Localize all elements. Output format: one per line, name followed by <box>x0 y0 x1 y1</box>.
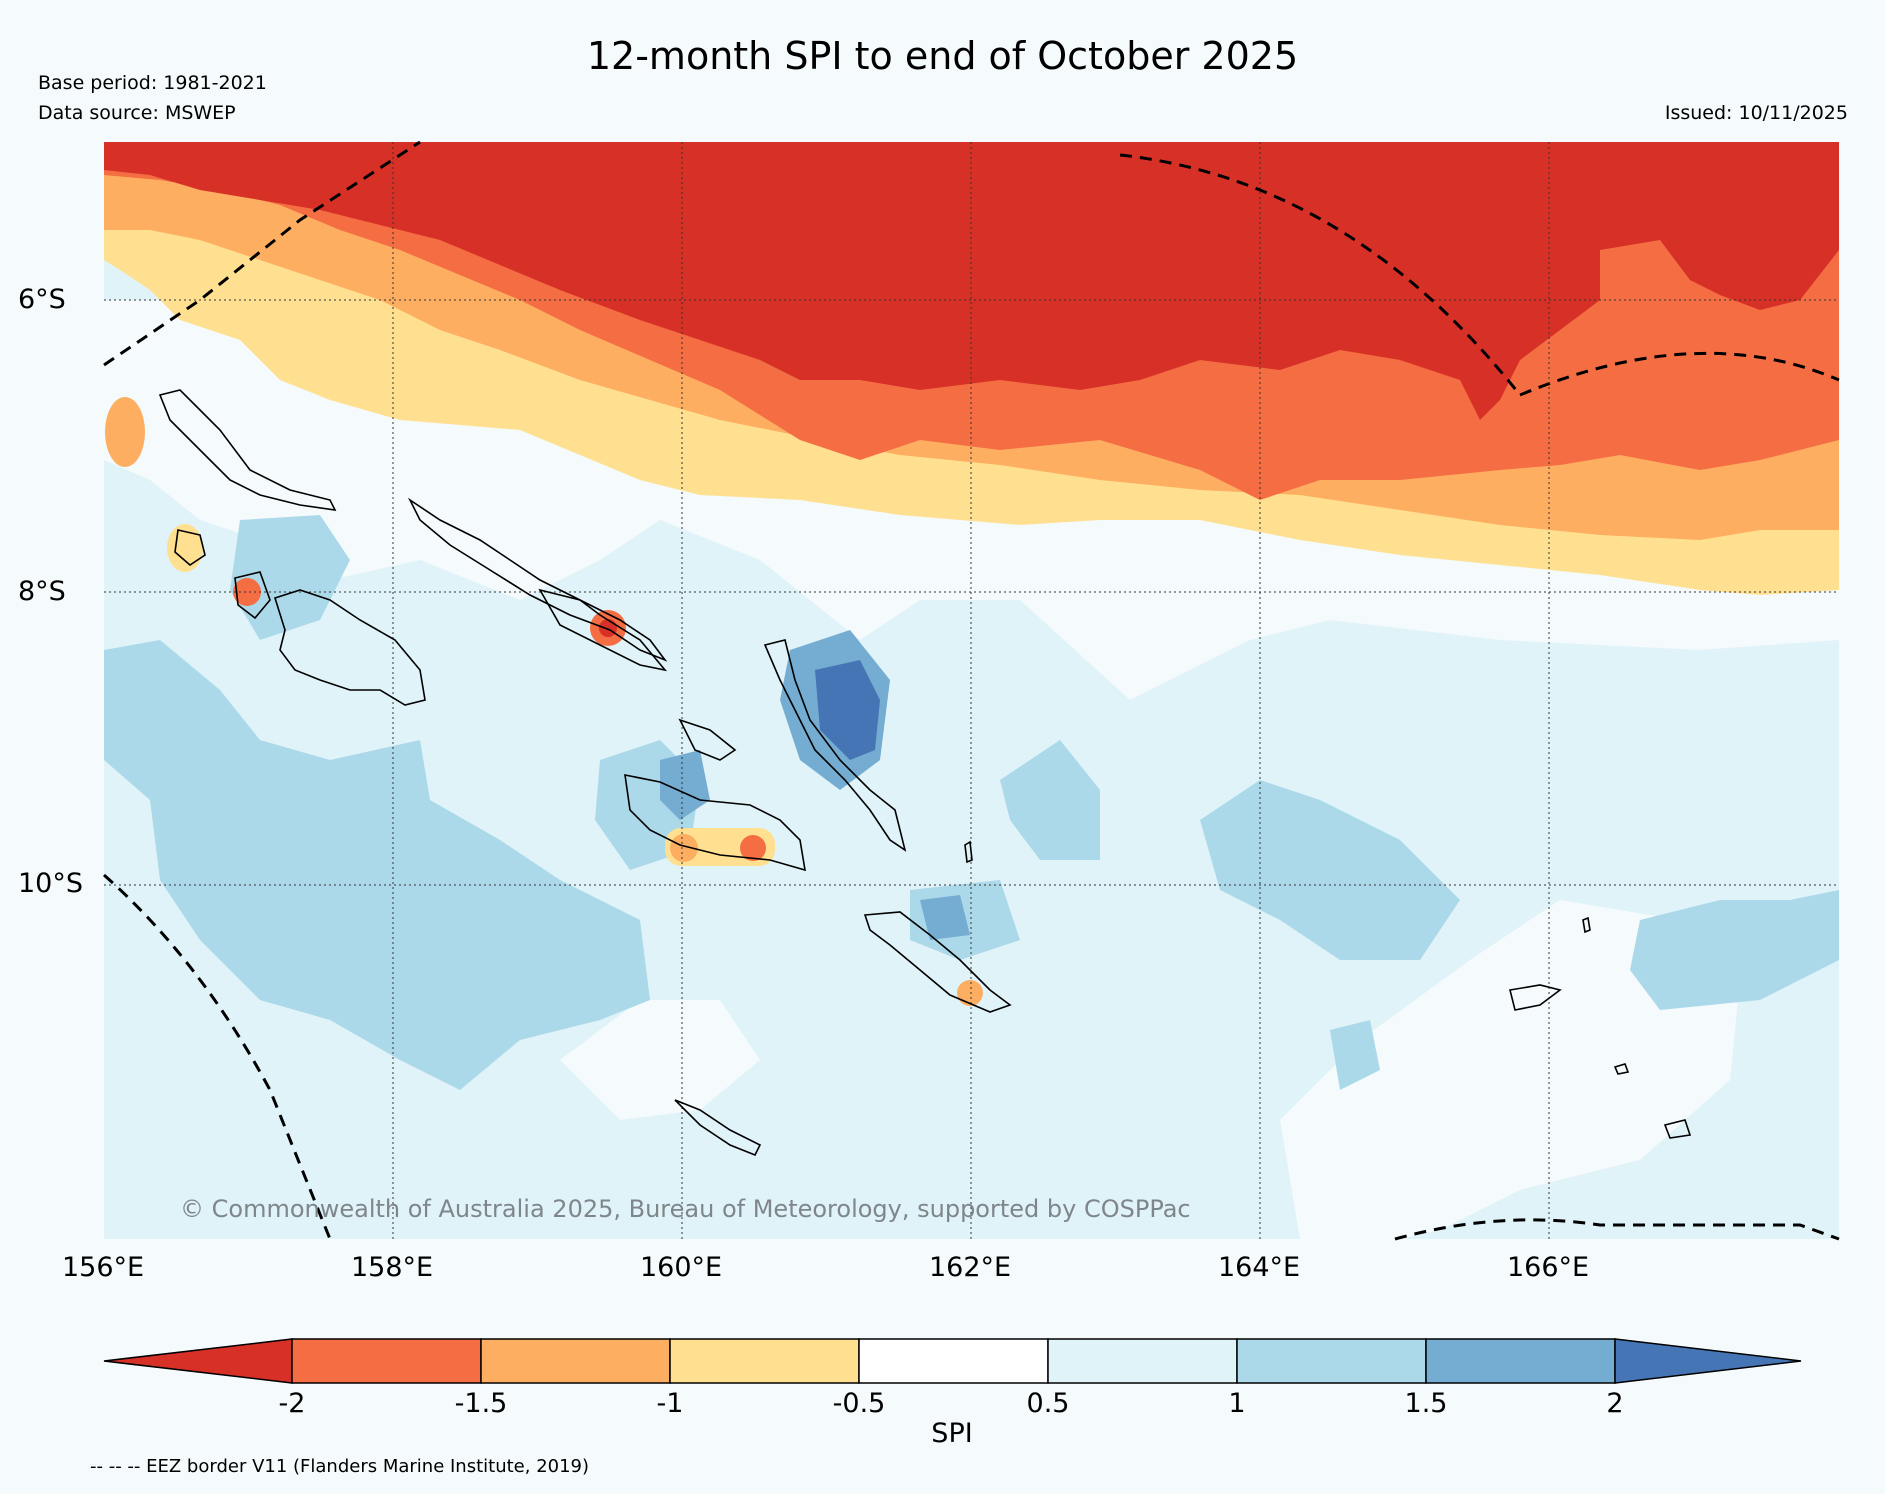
colorbar-tick: -1.5 <box>454 1388 508 1419</box>
eez-borders <box>103 140 1840 1241</box>
copyright-text: © Commonwealth of Australia 2025, Bureau… <box>180 1195 1191 1223</box>
island-guadalcanal <box>624 773 806 872</box>
island-vanikoro <box>1663 1119 1692 1139</box>
spi-wet-region <box>230 515 350 640</box>
data-source: Data source: MSWEP <box>38 102 236 124</box>
island-makira <box>863 911 1012 1013</box>
colorbar-segment <box>1236 1338 1427 1384</box>
spi-wet-region <box>1000 740 1100 860</box>
island-rennell <box>674 1099 762 1157</box>
graticule <box>104 142 1839 1239</box>
spi-wet-region <box>1330 1020 1380 1090</box>
island-santa-cruz <box>1509 984 1562 1011</box>
dry-spot <box>105 397 145 467</box>
dry-spot <box>167 524 203 572</box>
spi-wet-region <box>1200 780 1460 960</box>
island-florida <box>678 718 737 761</box>
base-period: Base period: 1981-2021 <box>38 72 267 94</box>
island-malaita <box>763 639 907 852</box>
island-choiseul <box>407 497 668 662</box>
lat-label-6s: 6°S <box>18 284 66 315</box>
colorbar-arrow-low <box>103 1338 293 1384</box>
spi-near-normal-region <box>1280 900 1740 1239</box>
lon-label-156e: 156°E <box>62 1252 145 1283</box>
colorbar-tick: -0.5 <box>832 1388 886 1419</box>
island-new-georgia <box>273 589 426 706</box>
spi-very-wet-region <box>920 895 970 940</box>
colorbar-tick: -1 <box>656 1388 684 1419</box>
issued-date: Issued: 10/11/2025 <box>1664 102 1848 124</box>
island-small <box>964 840 973 864</box>
dry-spot <box>599 619 617 637</box>
colorbar-label: SPI <box>931 1418 973 1449</box>
spi-extremely-wet-region <box>815 660 880 760</box>
island-santa-isabel <box>538 588 668 672</box>
colorbar-tick: 1.5 <box>1404 1388 1448 1419</box>
dry-spot <box>740 835 766 861</box>
island-shortland <box>174 529 206 567</box>
dry-spot <box>670 834 698 862</box>
lat-label-10s: 10°S <box>18 868 83 899</box>
colorbar-tick: 2 <box>1606 1388 1624 1419</box>
dry-spot <box>957 980 983 1006</box>
colorbar-tick: 0.5 <box>1026 1388 1070 1419</box>
lon-label-158e: 158°E <box>351 1252 434 1283</box>
spi-wet-region <box>1630 890 1839 1010</box>
island-bougainville <box>158 389 337 512</box>
lon-label-166e: 166°E <box>1507 1252 1590 1283</box>
island-duff <box>1582 916 1591 934</box>
colorbar-segment <box>1425 1338 1616 1384</box>
eez-legend-note: -- -- -- EEZ border V11 (Flanders Marine… <box>90 1456 590 1477</box>
spi-near-normal-region <box>560 1000 760 1120</box>
colorbar-segment <box>480 1338 671 1384</box>
spi-severely-dry-band <box>104 142 1839 420</box>
spi-very-wet-region <box>660 750 710 820</box>
lon-label-160e: 160°E <box>640 1252 723 1283</box>
coastlines <box>158 389 1692 1157</box>
dry-spot <box>233 578 261 606</box>
colorbar-segment <box>669 1338 860 1384</box>
colorbar-arrow-high <box>1614 1338 1802 1384</box>
colorbar-tick: 1 <box>1228 1388 1246 1419</box>
colorbar-segment <box>1047 1338 1238 1384</box>
colorbar-segment <box>291 1338 482 1384</box>
island-vella-lavella <box>234 571 271 620</box>
colorbar-segment <box>858 1338 1049 1384</box>
lat-label-8s: 8°S <box>18 576 66 607</box>
spi-field <box>104 142 1839 1239</box>
colorbar-tick: -2 <box>278 1388 306 1419</box>
lon-label-164e: 164°E <box>1218 1252 1301 1283</box>
island-utupua <box>1613 1063 1630 1075</box>
lon-label-162e: 162°E <box>929 1252 1012 1283</box>
spi-wet-region <box>104 640 650 1090</box>
map-title: 12-month SPI to end of October 2025 <box>586 34 1299 78</box>
colorbar <box>103 1338 1802 1384</box>
